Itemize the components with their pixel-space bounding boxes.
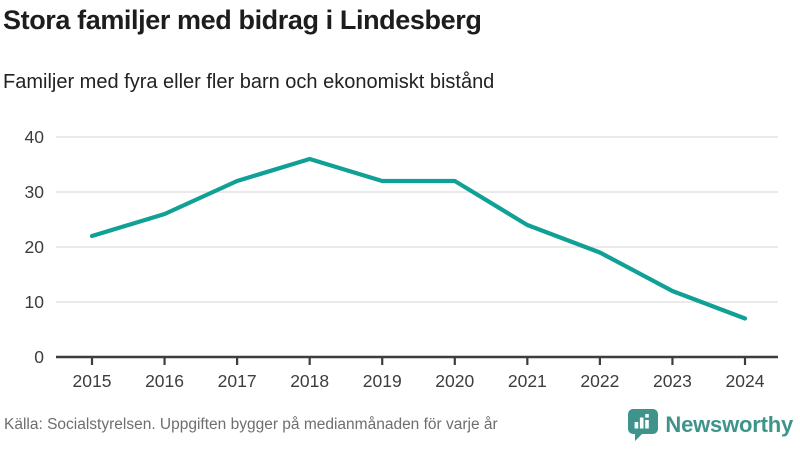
x-axis-tick-label: 2022 — [580, 371, 619, 391]
y-axis-tick-label: 40 — [25, 127, 45, 147]
page-title: Stora familjer med bidrag i Lindesberg — [3, 5, 482, 35]
x-axis-tick-label: 2024 — [726, 371, 765, 391]
y-axis-tick-label: 30 — [25, 182, 45, 202]
line-chart: 0 10 20 30 40 2015 2016 2017 2018 2019 2020 2021 202… — [25, 127, 778, 391]
source-note: Källa: Socialstyrelsen. Uppgiften bygger… — [4, 416, 498, 433]
x-axis-tick-label: 2019 — [363, 371, 402, 391]
y-axis-tick-label: 10 — [25, 292, 45, 312]
x-axis-tick-label: 2023 — [653, 371, 692, 391]
x-axis-tick-label: 2018 — [290, 371, 329, 391]
x-axis-tick-label: 2015 — [73, 371, 112, 391]
x-axis-tick-label: 2020 — [435, 371, 474, 391]
y-axis-tick-label: 20 — [25, 237, 45, 257]
page-subtitle: Familjer med fyra eller fler barn och ek… — [3, 71, 495, 93]
y-axis-tick-label: 0 — [34, 347, 44, 367]
footer: Källa: Socialstyrelsen. Uppgiften bygger… — [0, 406, 800, 450]
data-line-series — [89, 156, 748, 321]
brand-name: Newsworthy — [665, 412, 793, 437]
x-axis-tick-label: 2016 — [145, 371, 184, 391]
newsworthy-logo-icon — [628, 409, 659, 441]
newsworthy-brand: Newsworthy — [628, 409, 793, 441]
x-axis-tick-label: 2017 — [218, 371, 257, 391]
x-axis-tick-label: 2021 — [508, 371, 547, 391]
